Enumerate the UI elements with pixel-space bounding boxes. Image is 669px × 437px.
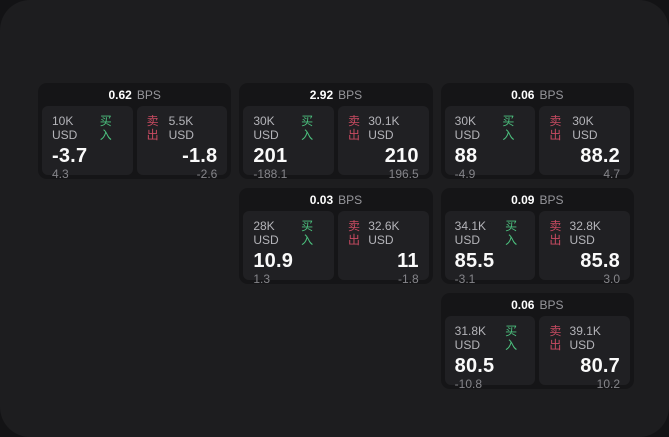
sell-quote-cell[interactable]: 卖出 32.6K USD 11 -1.8 xyxy=(338,211,429,286)
buy-amount-label: 10K USD xyxy=(52,114,78,142)
card-header: 0.06 BPS xyxy=(445,293,630,316)
buy-amount-label: 30K USD xyxy=(454,114,480,142)
buy-side-label: 买入 xyxy=(505,219,518,247)
buy-quote-cell[interactable]: 30K USD 买入 88 -4.9 xyxy=(444,106,536,181)
bps-value: 0.06 xyxy=(511,87,535,102)
sell-side-label: 卖出 xyxy=(549,324,562,352)
quotes-grid: 0.62 BPS 10K USD 买入 -3.7 4.3 卖出 5.5K USD… xyxy=(38,83,634,391)
quote-card: 0.09 BPS 34.1K USD 买入 85.5 -3.1 卖出 32.8K… xyxy=(440,188,634,286)
sell-amount-label: 32.6K USD xyxy=(368,219,400,247)
sell-delta-value: 3.0 xyxy=(603,272,620,286)
bps-unit-label: BPS xyxy=(539,297,564,312)
quote-card: 0.06 BPS 31.8K USD 买入 80.5 -10.8 卖出 39.1… xyxy=(440,293,634,391)
sell-quote-cell[interactable]: 卖出 32.8K USD 85.8 3.0 xyxy=(539,211,630,286)
bps-unit-label: BPS xyxy=(338,87,363,102)
buy-price-value: 80.5 xyxy=(454,355,495,377)
buy-price-value: 85.5 xyxy=(454,250,495,272)
quote-card: 0.03 BPS 28K USD 买入 10.9 1.3 卖出 32.6K US… xyxy=(239,188,433,286)
buy-price-value: 88 xyxy=(454,145,478,167)
buy-quote-cell[interactable]: 10K USD 买入 -3.7 4.3 xyxy=(42,106,133,181)
sell-price-value: 11 xyxy=(397,250,419,272)
quote-cells: 10K USD 买入 -3.7 4.3 卖出 5.5K USD -1.8 -2.… xyxy=(42,106,228,181)
buy-price-value: 10.9 xyxy=(253,250,294,272)
buy-delta-value: -3.1 xyxy=(454,272,476,286)
bps-value: 0.06 xyxy=(511,297,535,312)
buy-quote-cell[interactable]: 31.8K USD 买入 80.5 -10.8 xyxy=(444,316,536,391)
card-header: 0.62 BPS xyxy=(42,83,227,106)
buy-side-label: 买入 xyxy=(301,219,314,247)
bps-value: 0.09 xyxy=(511,192,535,207)
sell-side-label: 卖出 xyxy=(549,219,562,247)
sell-amount-label: 39.1K USD xyxy=(569,324,601,352)
quote-card: 2.92 BPS 30K USD 买入 201 -188.1 卖出 30.1K … xyxy=(239,83,433,181)
quote-cells: 31.8K USD 买入 80.5 -10.8 卖出 39.1K USD 80.… xyxy=(444,316,630,391)
bps-unit-label: BPS xyxy=(539,87,564,102)
buy-delta-value: -188.1 xyxy=(253,167,288,181)
buy-side-label: 买入 xyxy=(301,114,314,142)
sell-side-label: 卖出 xyxy=(348,114,361,142)
bps-value: 2.92 xyxy=(309,87,334,102)
buy-delta-value: -4.9 xyxy=(454,167,476,181)
card-header: 0.03 BPS xyxy=(243,188,428,211)
buy-side-label: 买入 xyxy=(502,114,515,142)
sell-price-value: 210 xyxy=(384,145,419,167)
quote-cells: 28K USD 买入 10.9 1.3 卖出 32.6K USD 11 -1.8 xyxy=(243,211,429,286)
quote-cells: 30K USD 买入 201 -188.1 卖出 30.1K USD 210 1… xyxy=(243,106,429,181)
buy-price-value: 201 xyxy=(253,145,288,167)
sell-delta-value: -1.8 xyxy=(397,272,419,286)
sell-side-label: 卖出 xyxy=(549,114,562,142)
sell-side-label: 卖出 xyxy=(146,114,159,142)
bps-unit-label: BPS xyxy=(539,192,564,207)
card-header: 2.92 BPS xyxy=(243,83,428,106)
buy-amount-label: 31.8K USD xyxy=(454,324,487,352)
bps-value: 0.62 xyxy=(108,87,132,102)
sell-quote-cell[interactable]: 卖出 5.5K USD -1.8 -2.6 xyxy=(136,106,228,181)
buy-amount-label: 28K USD xyxy=(253,219,279,247)
sell-amount-label: 30K USD xyxy=(572,114,598,142)
bps-value: 0.03 xyxy=(309,192,334,207)
quote-cells: 30K USD 买入 88 -4.9 卖出 30K USD 88.2 4.7 xyxy=(444,106,630,181)
buy-quote-cell[interactable]: 30K USD 买入 201 -188.1 xyxy=(243,106,334,181)
sell-price-value: -1.8 xyxy=(182,145,218,167)
buy-price-value: -3.7 xyxy=(52,145,88,167)
sell-price-value: 85.8 xyxy=(580,250,620,272)
card-header: 0.06 BPS xyxy=(445,83,630,106)
quote-cells: 34.1K USD 买入 85.5 -3.1 卖出 32.8K USD 85.8… xyxy=(444,211,630,286)
quote-card: 0.06 BPS 30K USD 买入 88 -4.9 卖出 30K USD 8… xyxy=(440,83,634,181)
buy-side-label: 买入 xyxy=(99,114,112,142)
sell-amount-label: 30.1K USD xyxy=(368,114,400,142)
sell-price-value: 88.2 xyxy=(580,145,620,167)
buy-delta-value: -10.8 xyxy=(454,377,483,391)
sell-delta-value: 4.7 xyxy=(603,167,620,181)
buy-amount-label: 30K USD xyxy=(253,114,279,142)
sell-side-label: 卖出 xyxy=(348,219,361,247)
sell-amount-label: 32.8K USD xyxy=(569,219,601,247)
sell-delta-value: -2.6 xyxy=(196,167,218,181)
buy-delta-value: 4.3 xyxy=(52,167,69,181)
buy-side-label: 买入 xyxy=(505,324,518,352)
sell-delta-value: 10.2 xyxy=(596,377,620,391)
bps-unit-label: BPS xyxy=(136,87,161,102)
card-header: 0.09 BPS xyxy=(445,188,630,211)
buy-delta-value: 1.3 xyxy=(253,272,271,286)
buy-amount-label: 34.1K USD xyxy=(454,219,487,247)
bps-unit-label: BPS xyxy=(338,192,363,207)
sell-price-value: 80.7 xyxy=(580,355,620,377)
buy-quote-cell[interactable]: 34.1K USD 买入 85.5 -3.1 xyxy=(444,211,536,286)
sell-quote-cell[interactable]: 卖出 30.1K USD 210 196.5 xyxy=(338,106,429,181)
buy-quote-cell[interactable]: 28K USD 买入 10.9 1.3 xyxy=(243,211,334,286)
sell-quote-cell[interactable]: 卖出 30K USD 88.2 4.7 xyxy=(539,106,630,181)
quote-card: 0.62 BPS 10K USD 买入 -3.7 4.3 卖出 5.5K USD… xyxy=(38,83,232,181)
sell-quote-cell[interactable]: 卖出 39.1K USD 80.7 10.2 xyxy=(539,316,630,391)
sell-delta-value: 196.5 xyxy=(388,167,419,181)
sell-amount-label: 5.5K USD xyxy=(168,114,194,142)
